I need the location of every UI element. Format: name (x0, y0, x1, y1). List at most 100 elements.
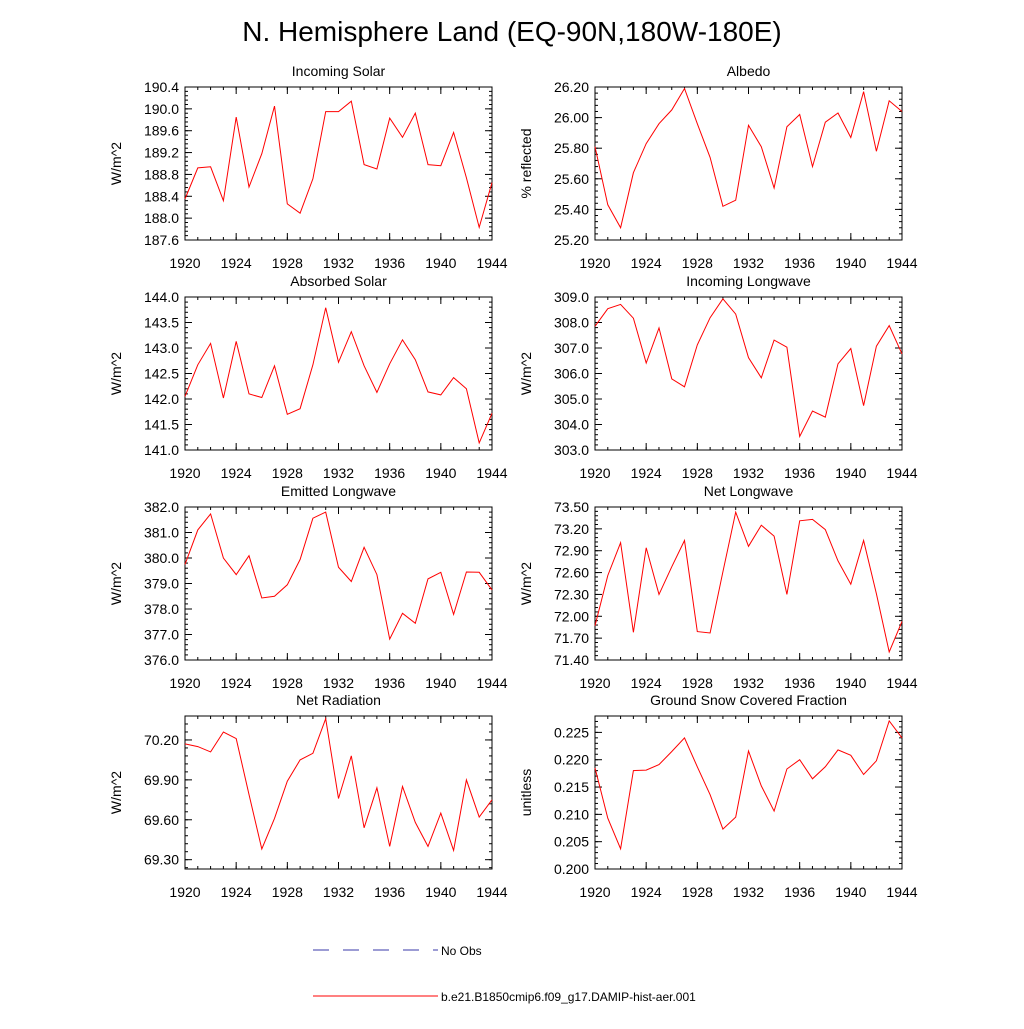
y-axis-label: W/m^2 (108, 352, 124, 395)
series-line (184, 307, 493, 445)
y-tick-label: 71.40 (554, 652, 589, 668)
chart-absorbed-solar: Absorbed Solar W/m^2 1920 1924 1928 1932 1936 1… (108, 273, 508, 481)
x-tick-label: 1928 (682, 465, 713, 481)
x-tick-label: 1940 (835, 675, 866, 691)
y-tick-label: 72.30 (554, 586, 589, 602)
x-tick-label: 1944 (886, 465, 917, 481)
y-tick-label: 380.0 (144, 550, 179, 566)
series-line (594, 510, 903, 654)
y-tick-label: 379.0 (144, 576, 179, 592)
y-tick-label: 305.0 (554, 391, 589, 407)
x-tick-label: 1920 (579, 255, 610, 271)
series-line (184, 511, 493, 641)
page-title: N. Hemisphere Land (EQ-90N,180W-180E) (242, 16, 782, 47)
x-tick-label: 1928 (682, 255, 713, 271)
y-tick-label: 190.0 (144, 101, 179, 117)
chart-title: Emitted Longwave (281, 483, 396, 499)
plot-frame (184, 296, 493, 451)
chart-title: Albedo (727, 63, 771, 79)
x-tick-label: 1940 (425, 465, 456, 481)
legend-model-label: b.e21.B1850cmip6.f09_g17.DAMIP-hist-aer.… (441, 990, 696, 1004)
x-tick-label: 1924 (221, 675, 252, 691)
x-tick-label: 1932 (323, 675, 354, 691)
x-tick-label: 1944 (476, 255, 507, 271)
chart-title: Net Longwave (704, 483, 794, 499)
plot-frame (594, 715, 903, 870)
x-tick-label: 1936 (784, 465, 815, 481)
y-axis-label: W/m^2 (108, 562, 124, 605)
y-tick-label: 141.0 (144, 442, 179, 458)
x-tick-label: 1920 (579, 675, 610, 691)
y-tick-label: 70.20 (144, 732, 179, 748)
x-tick-label: 1936 (374, 884, 405, 900)
y-tick-label: 187.6 (144, 232, 179, 248)
series-line (184, 716, 493, 853)
x-tick-label: 1932 (733, 884, 764, 900)
series-line (594, 87, 903, 230)
y-tick-label: 69.90 (144, 772, 179, 788)
x-tick-label: 1928 (272, 465, 303, 481)
chart-incoming-longwave: Incoming Longwave W/m^2 1920 1924 1928 1932 19… (518, 273, 918, 481)
y-axis-label: % reflected (518, 128, 534, 198)
y-tick-label: 25.80 (554, 140, 589, 156)
x-tick-label: 1928 (682, 675, 713, 691)
y-tick-label: 141.5 (144, 417, 179, 433)
x-tick-label: 1944 (886, 675, 917, 691)
y-tick-label: 188.4 (144, 188, 179, 204)
legend: No Obs b.e21.B1850cmip6.f09_g17.DAMIP-hi… (313, 944, 696, 1004)
y-axis-label: W/m^2 (518, 352, 534, 395)
series-line (594, 297, 903, 439)
x-tick-label: 1944 (476, 884, 507, 900)
y-tick-label: 143.0 (144, 340, 179, 356)
x-tick-label: 1924 (221, 884, 252, 900)
y-tick-label: 73.20 (554, 521, 589, 537)
y-tick-label: 72.90 (554, 543, 589, 559)
x-tick-label: 1940 (425, 255, 456, 271)
y-tick-label: 303.0 (554, 442, 589, 458)
x-tick-label: 1920 (169, 465, 200, 481)
x-tick-label: 1924 (631, 884, 662, 900)
y-tick-label: 25.60 (554, 171, 589, 187)
x-tick-label: 1940 (835, 884, 866, 900)
x-tick-label: 1944 (476, 465, 507, 481)
x-tick-label: 1928 (272, 255, 303, 271)
x-tick-label: 1932 (733, 675, 764, 691)
x-tick-label: 1940 (835, 255, 866, 271)
x-tick-label: 1920 (169, 675, 200, 691)
plot-frame (594, 86, 903, 241)
y-tick-label: 381.0 (144, 525, 179, 541)
y-tick-label: 72.60 (554, 565, 589, 581)
x-tick-label: 1920 (169, 255, 200, 271)
chart-title: Net Radiation (296, 692, 381, 708)
x-tick-label: 1920 (579, 465, 610, 481)
x-tick-label: 1936 (784, 255, 815, 271)
x-tick-label: 1920 (169, 884, 200, 900)
y-tick-label: 189.2 (144, 145, 179, 161)
chart-title: Absorbed Solar (290, 273, 387, 289)
x-tick-label: 1924 (221, 255, 252, 271)
y-tick-label: 0.200 (554, 861, 589, 877)
x-tick-label: 1940 (835, 465, 866, 481)
plot-frame (184, 86, 493, 241)
y-tick-label: 142.5 (144, 366, 179, 382)
x-tick-label: 1944 (886, 884, 917, 900)
y-tick-label: 25.40 (554, 201, 589, 217)
y-tick-label: 377.0 (144, 627, 179, 643)
x-tick-label: 1932 (733, 255, 764, 271)
y-tick-label: 378.0 (144, 601, 179, 617)
y-tick-label: 190.4 (144, 79, 179, 95)
y-axis-label: unitless (518, 769, 534, 816)
plot-frame (184, 715, 493, 870)
x-tick-label: 1936 (374, 675, 405, 691)
y-tick-label: 304.0 (554, 417, 589, 433)
y-tick-label: 26.20 (554, 79, 589, 95)
y-tick-label: 0.220 (554, 752, 589, 768)
y-tick-label: 0.215 (554, 779, 589, 795)
chart-incoming-solar: Incoming Solar W/m^2 1920 1924 1928 1932 1936 1… (108, 63, 508, 271)
x-tick-label: 1924 (631, 675, 662, 691)
y-tick-label: 189.6 (144, 123, 179, 139)
y-tick-label: 376.0 (144, 652, 179, 668)
y-tick-label: 382.0 (144, 499, 179, 515)
